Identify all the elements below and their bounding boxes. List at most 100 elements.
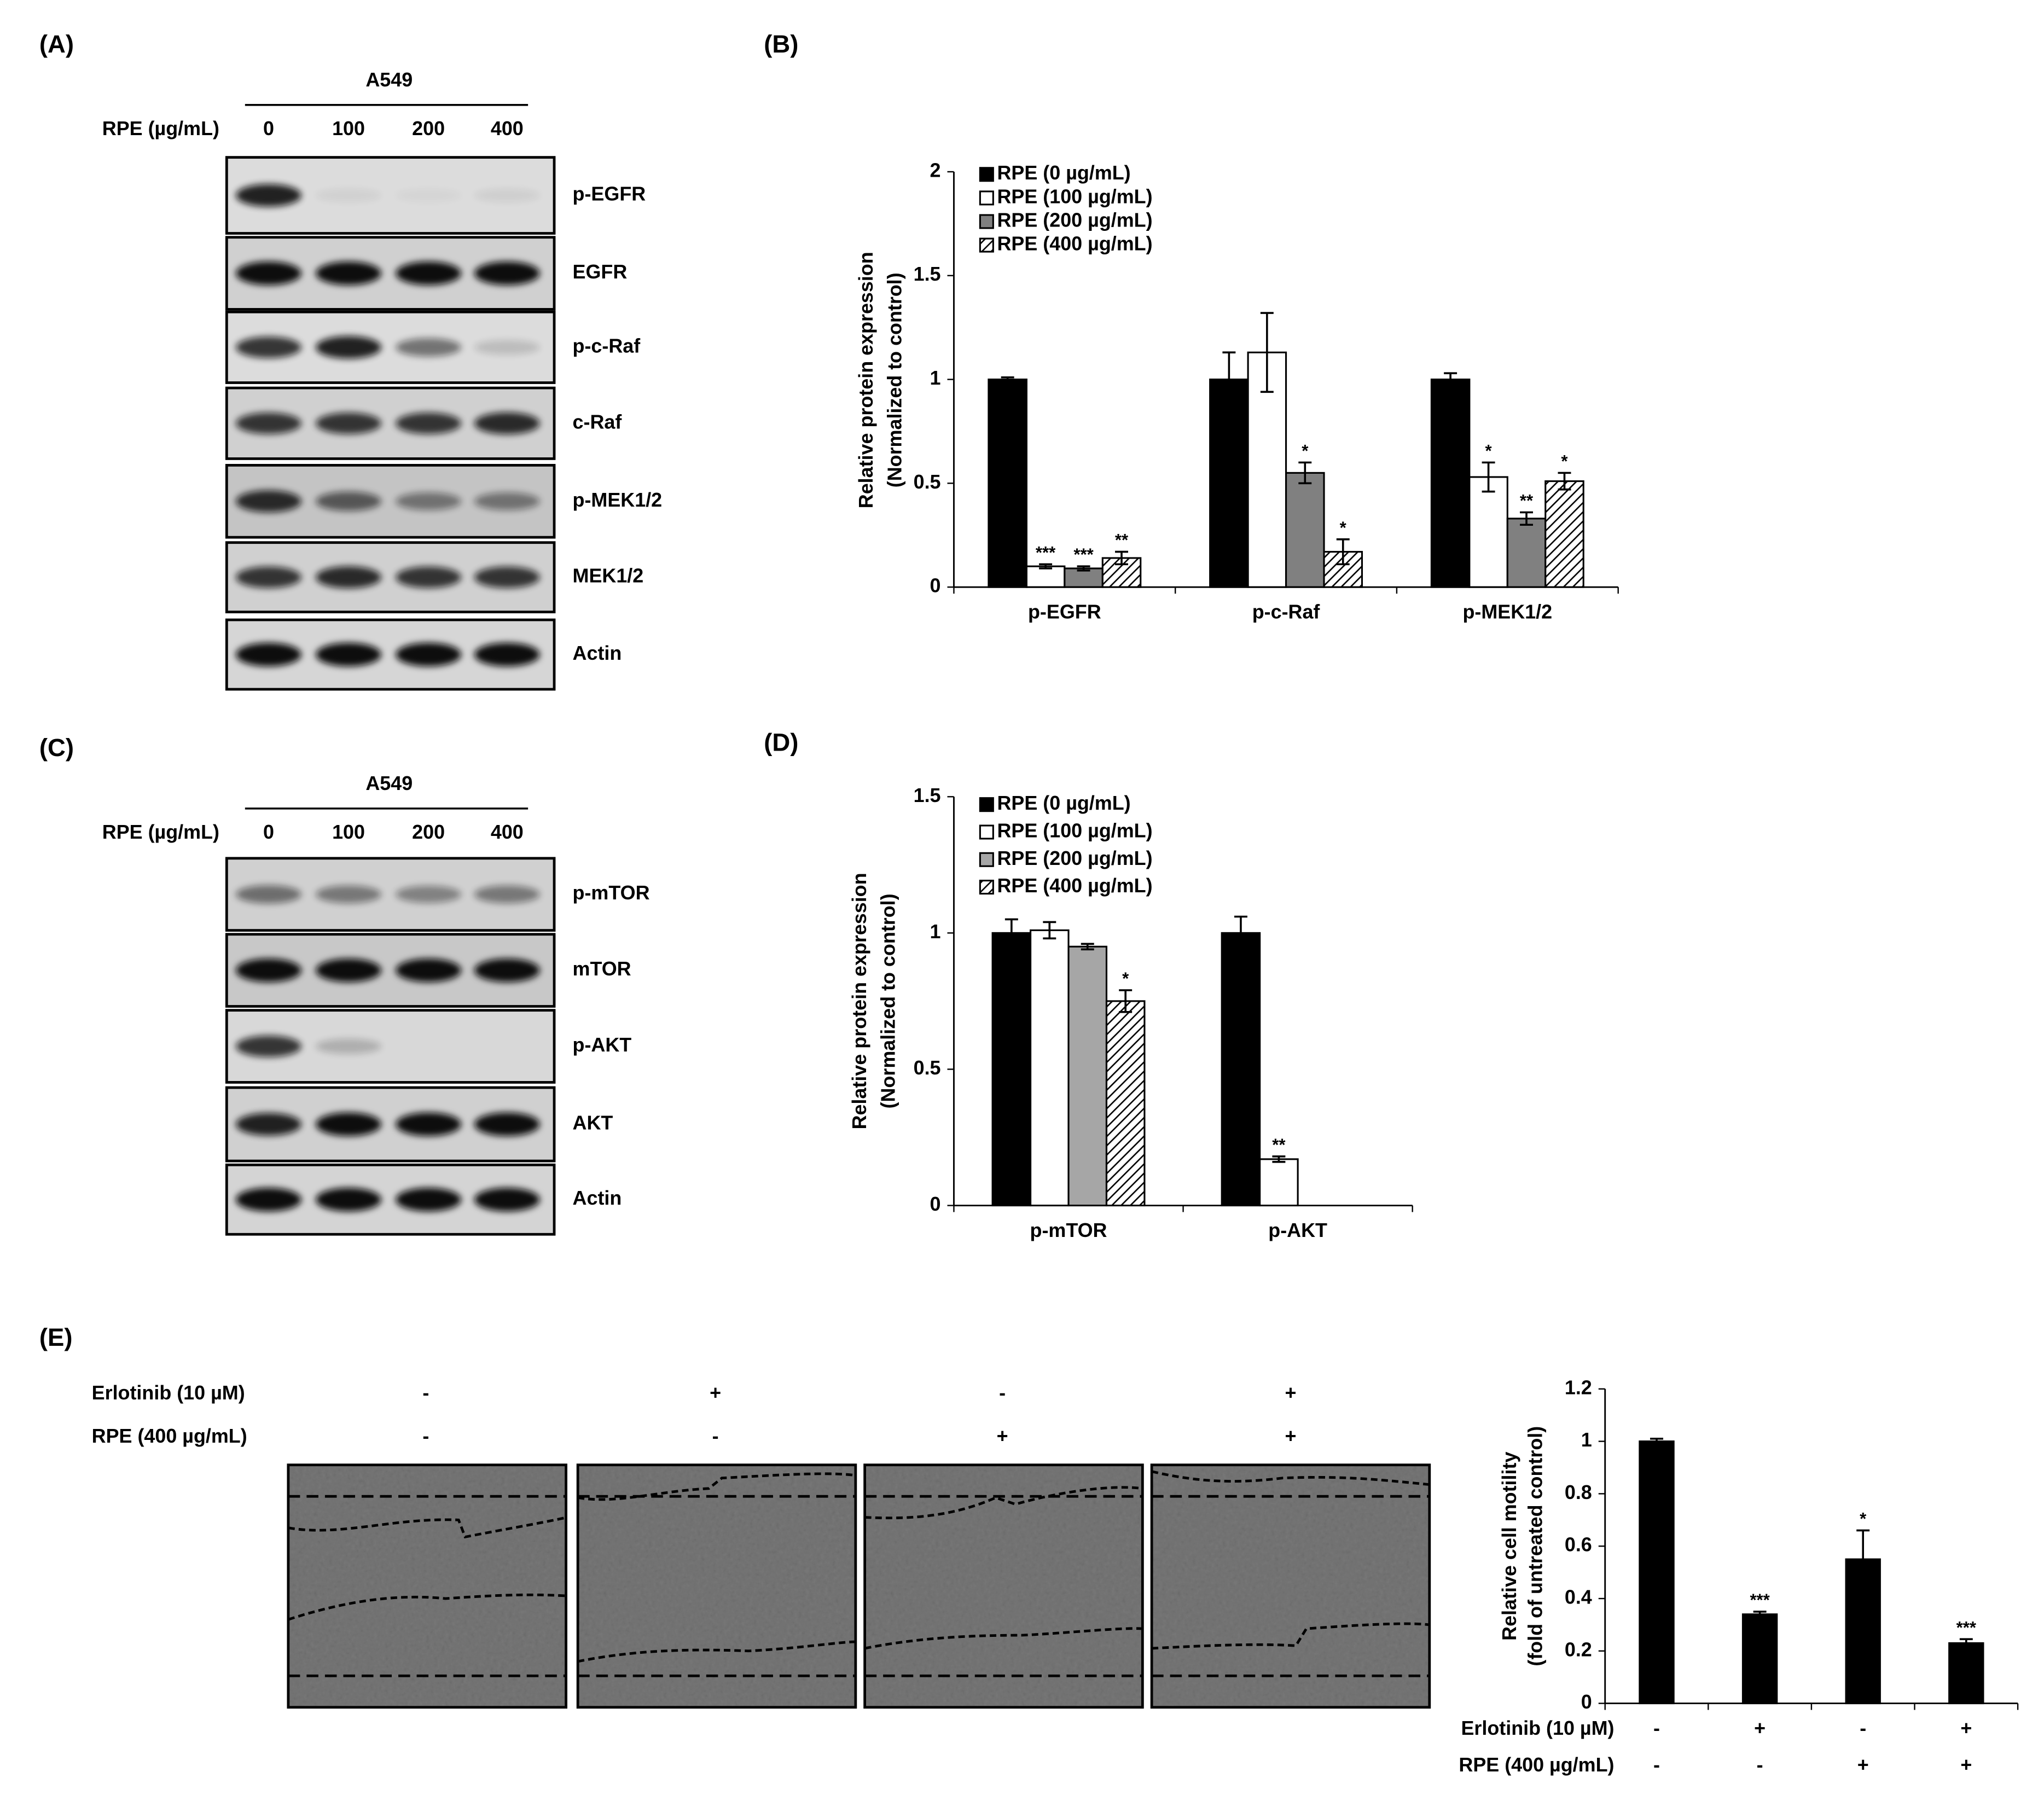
significance: ***	[1956, 1618, 1977, 1637]
image-frame	[863, 1463, 1144, 1709]
protein-label: p-AKT	[573, 1033, 632, 1056]
band	[474, 1112, 540, 1136]
image-frame	[576, 1463, 857, 1709]
band	[396, 338, 461, 357]
band	[396, 566, 461, 588]
band	[316, 1112, 381, 1136]
sign: -	[422, 1425, 429, 1447]
error-bar	[1004, 918, 1018, 948]
wound-image	[576, 1463, 857, 1709]
wound-edge	[288, 1516, 568, 1539]
error-bar	[1520, 511, 1533, 526]
significance: *	[1340, 518, 1347, 537]
wound-edge	[1151, 1470, 1430, 1486]
band	[236, 1035, 301, 1058]
legend-label: RPE (100 µg/mL)	[997, 819, 1152, 841]
wound-image	[1150, 1463, 1431, 1709]
band	[396, 1112, 461, 1136]
y-tick-label: 2	[930, 159, 941, 181]
significance: *	[1561, 451, 1568, 470]
bar	[991, 932, 1032, 1207]
dose: 100	[332, 117, 365, 140]
band	[396, 885, 461, 903]
error-bar	[1856, 1529, 1870, 1589]
panel-label: (B)	[764, 30, 798, 58]
legend-swatch	[979, 852, 994, 867]
y-axis-label: (Normalized to control)	[884, 272, 906, 487]
sign: -	[422, 1381, 429, 1404]
band	[236, 490, 301, 513]
legend-swatch	[979, 237, 994, 253]
x-tick-label: p-MEK1/2	[1462, 601, 1552, 623]
band	[236, 1113, 301, 1136]
image-frame	[1150, 1463, 1431, 1709]
error-bar	[1650, 1438, 1664, 1445]
y-axis-label: Relative protein expression	[855, 252, 877, 508]
band	[316, 336, 381, 359]
x-tick-label: p-c-Raf	[1252, 601, 1321, 623]
dose-label: RPE (µg/mL)	[102, 821, 219, 843]
bar	[1285, 472, 1325, 588]
y-tick-label: 1	[930, 367, 941, 389]
bar	[1030, 929, 1070, 1207]
image-bg	[288, 1465, 566, 1707]
x-tick-label: p-mTOR	[1030, 1219, 1107, 1241]
legend-label: RPE (0 µg/mL)	[997, 161, 1130, 184]
bar	[1948, 1642, 1984, 1705]
y-tick-label: 0.2	[1565, 1638, 1592, 1660]
wound-edge	[1151, 1622, 1430, 1650]
band	[396, 189, 461, 202]
dose: 200	[412, 117, 445, 140]
error-bar	[1444, 372, 1457, 387]
band	[316, 188, 381, 202]
y-tick-label: 1.5	[914, 263, 941, 285]
wound-image	[863, 1463, 1144, 1709]
error-bar	[1753, 1611, 1767, 1618]
sign: -	[1860, 1717, 1866, 1739]
band	[396, 492, 461, 510]
band	[474, 1188, 540, 1212]
sign: +	[997, 1425, 1008, 1447]
band	[316, 1038, 381, 1054]
significance: ***	[1036, 543, 1056, 562]
band	[316, 262, 381, 286]
error-bar	[1222, 351, 1236, 408]
band	[316, 958, 381, 983]
bar	[1506, 518, 1547, 588]
error-bar	[1077, 565, 1090, 572]
legend-label: RPE (0 µg/mL)	[997, 792, 1130, 814]
band	[474, 188, 540, 202]
band	[316, 412, 381, 434]
band	[474, 340, 540, 355]
panel-label: (D)	[764, 729, 798, 757]
band	[474, 642, 540, 667]
protein-label: p-mTOR	[573, 881, 650, 904]
y-tick-label: 0	[930, 1193, 941, 1215]
bar	[1430, 378, 1471, 588]
error-bar	[1119, 989, 1133, 1013]
significance: **	[1520, 491, 1534, 510]
dose: 200	[412, 821, 445, 843]
bar	[1259, 1158, 1299, 1207]
row-label: RPE (400 µg/mL)	[92, 1425, 247, 1447]
bar	[1025, 565, 1066, 588]
significance: *	[1485, 441, 1493, 460]
legend-swatch	[979, 214, 994, 229]
row-label: Erlotinib (10 µM)	[92, 1381, 245, 1404]
y-axis-label: Relative cell motility	[1498, 1452, 1520, 1641]
band	[474, 885, 540, 904]
band	[316, 1188, 381, 1212]
x-tick-label: p-AKT	[1268, 1219, 1327, 1241]
protein-label: p-c-Raf	[573, 334, 641, 357]
dose: 0	[263, 117, 274, 140]
protein-label: AKT	[573, 1112, 613, 1134]
band	[236, 412, 301, 434]
error-bar	[1482, 461, 1495, 493]
sign: +	[1960, 1717, 1972, 1739]
y-axis-label: (Normalized to control)	[877, 893, 899, 1108]
y-tick-label: 1	[930, 920, 941, 943]
band	[396, 262, 461, 286]
wound-edge	[864, 1627, 1143, 1650]
wound-edge	[288, 1593, 568, 1621]
